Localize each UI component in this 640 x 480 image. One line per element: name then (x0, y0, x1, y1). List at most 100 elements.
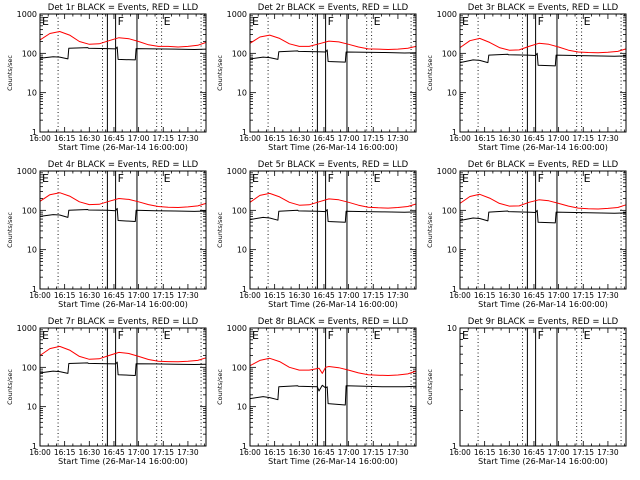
y-tick-label: 1000 (227, 167, 247, 176)
x-tick-label: 16:15 (54, 134, 76, 143)
x-tick-label: 17:15 (572, 448, 594, 457)
y-axis-label: Counts/sec (6, 55, 14, 91)
y-tick-label: 1 (452, 285, 457, 294)
y-tick-label: 100 (22, 206, 37, 215)
marker-label: E (584, 15, 591, 28)
x-tick-label: 16:15 (54, 448, 76, 457)
y-tick-label: 1000 (17, 167, 37, 176)
x-axis-label: Start Time (26-Mar-14 16:00:00) (478, 300, 608, 309)
lld-series-line (39, 31, 207, 48)
marker-label: F (118, 172, 124, 185)
panel-8: Det 8r BLACK = Events, RED = LLD Counts/s… (216, 317, 417, 466)
x-tick-label: 16:00 (29, 448, 51, 457)
lld-series-line (249, 192, 417, 209)
marker-label: F (328, 172, 334, 185)
y-tick-label: 100 (232, 49, 247, 58)
y-tick-label: 1 (32, 442, 37, 451)
x-tick-label: 16:45 (103, 448, 125, 457)
x-tick-label: 16:15 (264, 448, 286, 457)
x-tick-label: 17:15 (152, 291, 174, 300)
panel-3: Det 3r BLACK = Events, RED = LLD Counts/s… (426, 3, 627, 152)
y-axis-label: Counts/sec (216, 55, 224, 91)
y-axis-label: Counts/sec (216, 212, 224, 248)
x-tick-label: 17:30 (597, 448, 619, 457)
lld-series-line (39, 345, 207, 363)
x-tick-label: 16:30 (78, 291, 100, 300)
x-tick-label: 17:30 (177, 134, 199, 143)
x-tick-label: 17:15 (362, 291, 384, 300)
x-tick-label: 17:15 (152, 134, 174, 143)
x-tick-label: 17:15 (362, 448, 384, 457)
y-tick-label: 100 (442, 206, 457, 215)
x-tick-label: 16:30 (78, 134, 100, 143)
events-series-line (39, 46, 207, 61)
events-series-line (249, 209, 417, 223)
y-tick-label: 1 (242, 442, 247, 451)
panel-title: Det 2r BLACK = Events, RED = LLD (258, 3, 409, 13)
panel-title: Det 6r BLACK = Events, RED = LLD (468, 160, 619, 170)
x-tick-label: 16:30 (498, 134, 520, 143)
marker-label: E (42, 329, 49, 342)
x-tick-label: 16:15 (474, 134, 496, 143)
x-tick-label: 16:00 (239, 448, 261, 457)
x-axis-label: Start Time (26-Mar-14 16:00:00) (268, 457, 398, 466)
x-tick-label: 17:30 (387, 291, 409, 300)
y-tick-label: 100 (442, 49, 457, 58)
lld-series-line (249, 34, 417, 50)
marker-label: F (328, 15, 334, 28)
x-tick-label: 17:30 (387, 134, 409, 143)
x-tick-label: 17:15 (152, 448, 174, 457)
y-tick-label: 1000 (227, 10, 247, 19)
marker-label: E (584, 329, 591, 342)
y-tick-label: 1 (32, 285, 37, 294)
plot-frame (459, 13, 627, 133)
y-tick-label: 10 (27, 89, 37, 98)
panel-title: Det 3r BLACK = Events, RED = LLD (468, 3, 619, 13)
x-tick-label: 17:00 (128, 134, 150, 143)
events-series-line (249, 49, 417, 63)
panel-2: Det 2r BLACK = Events, RED = LLD Counts/s… (216, 3, 417, 152)
marker-label: E (462, 329, 469, 342)
events-series-line (459, 52, 627, 67)
marker-label: E (164, 172, 171, 185)
plot-frame (39, 13, 207, 133)
marker-label: E (42, 15, 49, 28)
events-series-line (39, 207, 207, 222)
x-tick-label: 17:00 (338, 291, 360, 300)
x-tick-label: 16:45 (523, 291, 545, 300)
y-tick-label: 10 (447, 89, 457, 98)
x-tick-label: 16:30 (288, 134, 310, 143)
y-tick-label: 1000 (437, 167, 457, 176)
x-tick-label: 16:15 (474, 291, 496, 300)
y-axis-label: Counts/sec (6, 369, 14, 405)
marker-label: E (164, 329, 171, 342)
x-tick-label: 17:15 (572, 134, 594, 143)
events-series-line (249, 384, 417, 406)
marker-label: E (462, 172, 469, 185)
panel-9: Det 9r BLACK = Events, RED = LLD Counts/s… (426, 317, 627, 466)
lld-series-line (459, 37, 627, 54)
x-axis-label: Start Time (26-Mar-14 16:00:00) (478, 143, 608, 152)
events-series-line (39, 361, 207, 376)
y-tick-label: 10 (237, 246, 247, 255)
events-series-line (459, 209, 627, 224)
marker-label: E (164, 15, 171, 28)
marker-label: E (374, 329, 381, 342)
panel-4: Det 4r BLACK = Events, RED = LLD Counts/s… (6, 160, 207, 309)
x-tick-label: 16:00 (29, 291, 51, 300)
x-tick-label: 17:00 (548, 134, 570, 143)
y-tick-label: 10 (27, 246, 37, 255)
x-tick-label: 16:00 (449, 291, 471, 300)
y-tick-label: 100 (232, 206, 247, 215)
panel-title: Det 7r BLACK = Events, RED = LLD (48, 317, 199, 327)
x-tick-label: 17:00 (338, 448, 360, 457)
y-tick-label: 1 (242, 128, 247, 137)
marker-label: E (252, 15, 259, 28)
plot-frame (249, 170, 417, 290)
x-tick-label: 17:30 (387, 448, 409, 457)
plot-frame (459, 170, 627, 290)
x-tick-label: 16:00 (29, 134, 51, 143)
x-tick-label: 16:00 (449, 134, 471, 143)
plot-frame (39, 170, 207, 290)
